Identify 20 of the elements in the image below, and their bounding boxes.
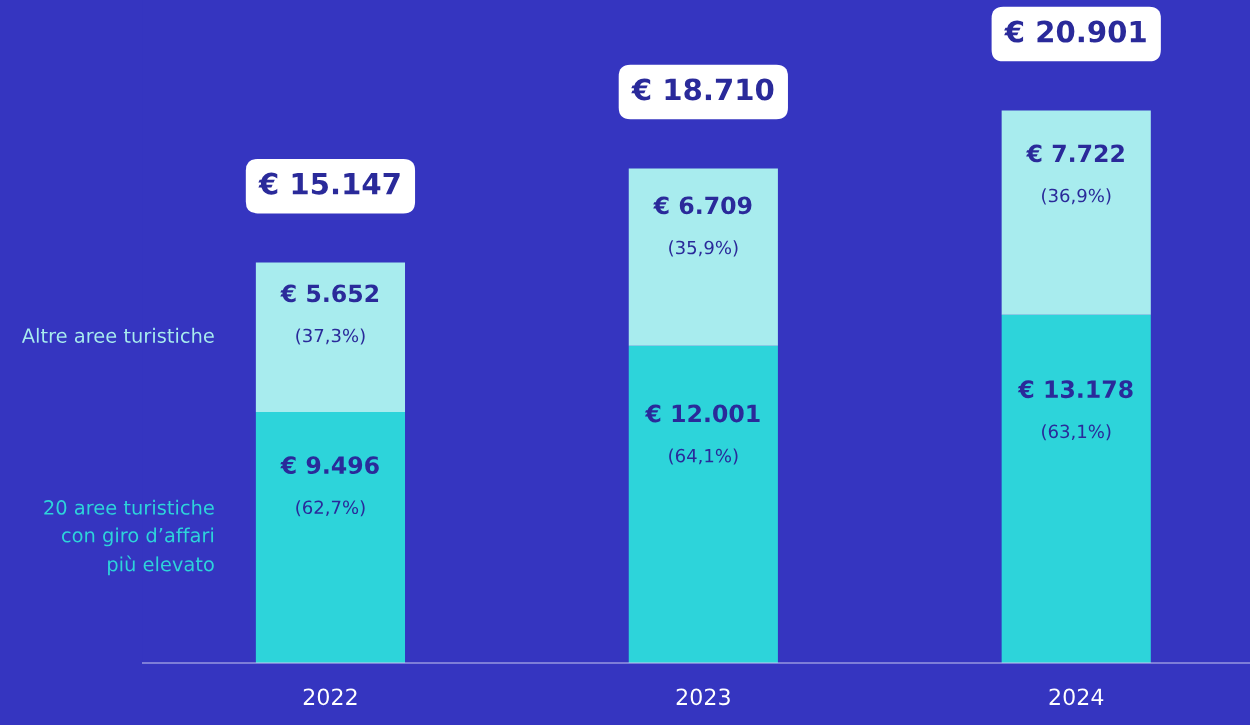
x-tick-label: 2022 [303, 688, 357, 706]
data-label: € 7.722 (36,9%) [1026, 144, 1124, 205]
x-tick-label: 2024 [1049, 688, 1104, 706]
bar [255, 411, 406, 664]
bar [628, 345, 778, 664]
text: 20 aree turistiche con giro d’affari più elevato [44, 499, 214, 576]
total-label: € 18.710 [631, 78, 774, 101]
data-label: € 12.001 (64,1%) [645, 404, 760, 465]
bar [255, 262, 406, 412]
data-label: € 13.178 (63,1%) [1017, 380, 1133, 441]
text: Altre aree turistiche [21, 327, 214, 343]
data-label: € 6.709 (35,9%) [653, 196, 752, 257]
bar [1001, 110, 1151, 315]
data-label: € 9.496 (62,7%) [280, 456, 379, 517]
x-tick-label: 2023 [676, 688, 730, 706]
total-label: € 20.901 [1004, 20, 1146, 43]
bar [1001, 314, 1151, 664]
bar [628, 168, 778, 346]
data-label: € 5.652 (37,3%) [280, 284, 379, 345]
total-label: € 15.147 [258, 172, 400, 195]
